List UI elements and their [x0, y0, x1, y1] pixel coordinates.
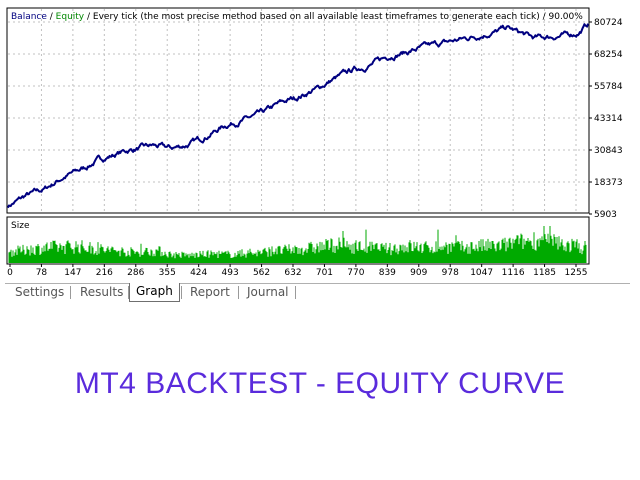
- x-tick-label: 839: [379, 268, 396, 278]
- y-axis-ticks: 80724 68254 55784 43314 30843 18373 5903: [589, 18, 623, 220]
- x-tick-label: 286: [127, 268, 144, 278]
- size-bars: [8, 226, 587, 263]
- tab-journal[interactable]: Journal: [247, 285, 289, 299]
- chart-header: Balance / Equity / Every tick (the most …: [11, 12, 583, 22]
- tab-separator: [70, 286, 71, 299]
- y-tick-label: 80724: [594, 18, 623, 28]
- tab-settings[interactable]: Settings: [15, 285, 65, 299]
- tab-separator: [238, 286, 239, 299]
- y-tick-label: 18373: [594, 178, 623, 188]
- tab-separator: [295, 286, 296, 299]
- x-tick-label: 770: [347, 268, 364, 278]
- x-tick-label: 909: [410, 268, 427, 278]
- x-tick-label: 1116: [502, 268, 525, 278]
- y-tick-label: 55784: [594, 82, 623, 92]
- x-tick-label: 493: [222, 268, 239, 278]
- x-tick-label: 978: [442, 268, 459, 278]
- footer-title: MT4 BACKTEST - EQUITY CURVE: [74, 367, 566, 400]
- header-equity-label: Equity: [56, 12, 85, 22]
- y-tick-label: 68254: [594, 50, 623, 60]
- y-tick-label: 5903: [594, 210, 617, 220]
- header-balance-label: Balance: [11, 12, 47, 22]
- equity-line: [7, 23, 589, 209]
- x-axis-ticks: 0 78 147 216 286 355 424 493 562 632 701 770 839 909 9…: [7, 264, 587, 278]
- tab-bar: Settings Results Graph Report Journal: [5, 283, 630, 302]
- x-tick-label: 1047: [470, 268, 493, 278]
- x-tick-label: 1255: [565, 268, 588, 278]
- x-tick-label: 147: [64, 268, 81, 278]
- y-tick-label: 43314: [594, 114, 623, 124]
- equity-line-group: [7, 23, 589, 209]
- y-tick-label: 30843: [594, 146, 623, 156]
- x-tick-label: 78: [36, 268, 48, 278]
- x-tick-label: 424: [190, 268, 207, 278]
- tab-separator: [181, 286, 182, 299]
- x-tick-label: 0: [7, 268, 13, 278]
- x-tick-label: 701: [316, 268, 333, 278]
- x-tick-label: 562: [253, 268, 270, 278]
- x-tick-label: 1185: [533, 268, 556, 278]
- x-tick-label: 632: [284, 268, 301, 278]
- x-tick-label: 355: [159, 268, 176, 278]
- tab-separator: [128, 286, 129, 299]
- tab-report[interactable]: Report: [190, 285, 230, 299]
- size-label: Size: [11, 221, 30, 231]
- size-bar-series: [8, 226, 587, 263]
- tab-graph[interactable]: Graph: [129, 283, 180, 302]
- equity-grid: [8, 9, 588, 212]
- tab-results[interactable]: Results: [80, 285, 124, 299]
- header-test-settings: / Every tick (the most precise method ba…: [84, 12, 583, 22]
- header-separator: /: [47, 12, 56, 22]
- backtest-chart: 80724 68254 55784 43314 30843 18373 5903 Balan…: [6, 7, 623, 278]
- x-tick-label: 216: [96, 268, 113, 278]
